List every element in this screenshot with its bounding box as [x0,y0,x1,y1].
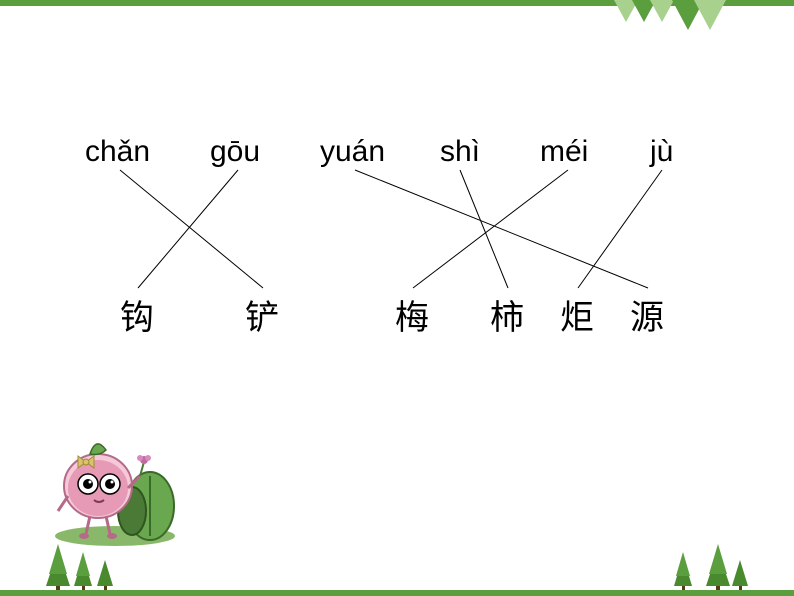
pinyin-mei: méi [540,135,588,169]
pinyin-yuan: yuán [320,135,385,169]
hanzi-gou: 钩 [120,290,154,339]
pinyin-chan: chǎn [85,135,150,169]
hanzi-mei: 梅 [395,290,429,339]
bottom-border-bar [0,590,794,596]
hanzi-shi: 柿 [490,290,524,339]
pinyin-ju: jù [650,135,673,169]
bottom-trees-decor [0,544,794,594]
hanzi-ju: 炬 [560,290,594,339]
mascot-illustration [50,426,180,546]
hanzi-yuan: 源 [630,290,664,339]
pinyin-gou: gōu [210,135,260,169]
pinyin-shi: shì [440,135,480,169]
slide: chǎn gōu yuán shì méi jù 钩 铲 梅 柿 炬 源 [0,0,794,596]
content-area: chǎn gōu yuán shì méi jù 钩 铲 梅 柿 炬 源 [0,0,794,596]
hanzi-chan: 铲 [245,290,279,339]
